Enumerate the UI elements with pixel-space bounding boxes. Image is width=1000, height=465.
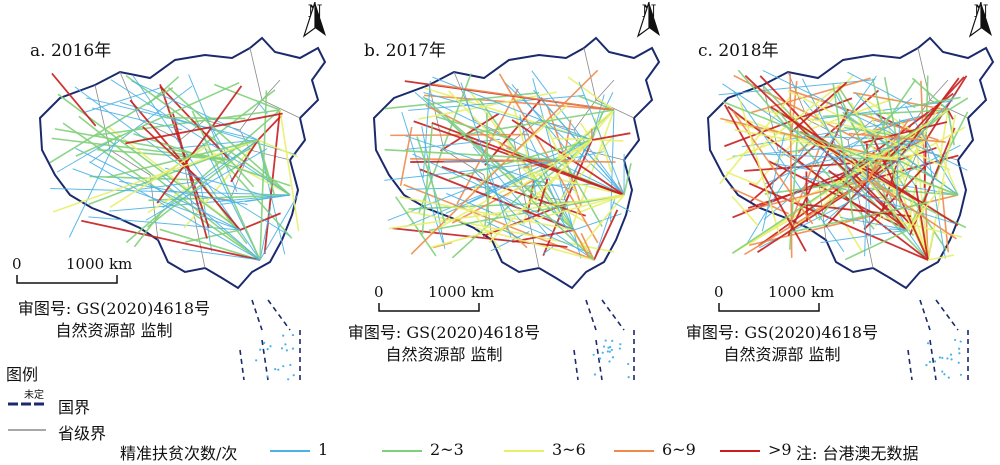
north-arrow-icon: N: [300, 2, 330, 38]
map-2017: [372, 36, 661, 381]
legend-item-3-6: 3~6: [504, 440, 586, 459]
legend-national-border: 未定 国界: [8, 390, 91, 417]
frequency-legend-title: 精准扶贫次数/次: [120, 444, 238, 463]
panel-title-2017: b. 2017年: [364, 41, 446, 61]
panel-2018: c. 2018年 N 0 1000 km 审图号: GS(2020)4618号 …: [668, 0, 998, 400]
panel-title-2018: c. 2018年: [698, 41, 779, 61]
map-approval-note: 审图号: GS(2020)4618号 自然资源部 监制: [17, 299, 211, 340]
map-2018: [706, 36, 995, 381]
map-2016: [38, 36, 327, 381]
north-arrow-icon: N: [966, 2, 996, 38]
legend-item-over-9: >9: [720, 440, 792, 459]
legend-item-6-9: 6~9: [614, 440, 696, 459]
map-approval-note: 审图号: GS(2020)4618号 自然资源部 监制: [347, 323, 541, 364]
panel-2017: b. 2017年 N 0 1000 km 审图号: GS(2020)4618号 …: [334, 0, 664, 400]
legend-item-1: 1: [270, 440, 328, 459]
legend-provincial-border: 省级界: [8, 424, 107, 443]
map-approval-note: 审图号: GS(2020)4618号 自然资源部 监制: [685, 323, 879, 364]
no-data-note: 注: 台港澳无数据: [796, 444, 919, 463]
map-legend-title: 图例: [6, 365, 39, 384]
legend-item-2-3: 2~3: [382, 440, 464, 459]
panel-2016: a. 2016年 N 0 1000 km 审图号: GS(2020)4618号 …: [0, 0, 330, 400]
panel-title-2016: a. 2016年: [30, 41, 112, 61]
north-arrow-icon: N: [634, 2, 664, 38]
